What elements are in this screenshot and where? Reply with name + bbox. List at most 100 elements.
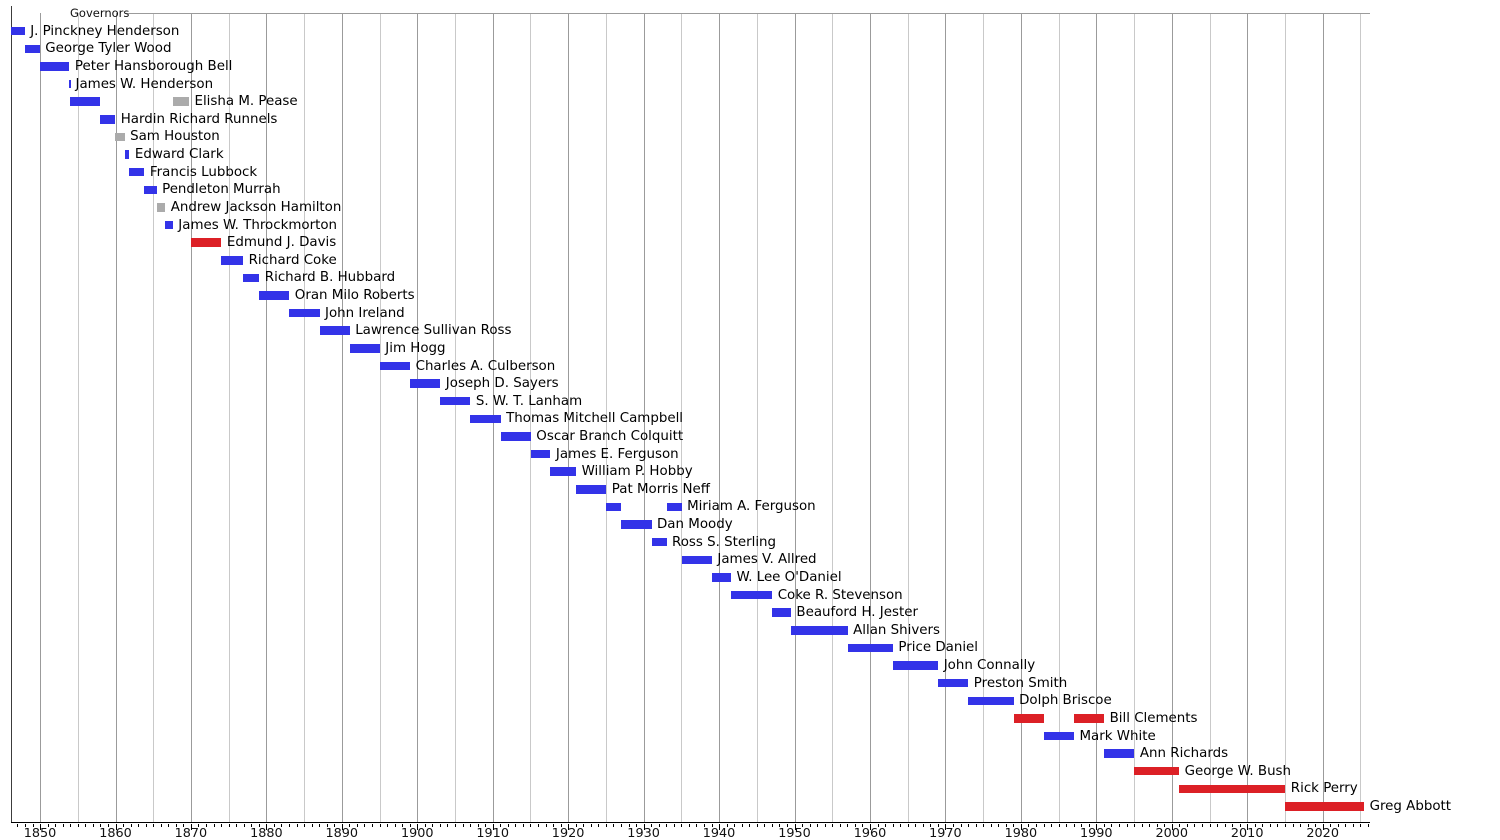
term-bar	[144, 185, 157, 195]
minor-tick-1874	[221, 823, 223, 827]
minor-tick-1972	[960, 823, 962, 827]
x-tick-label-1970: 1970	[929, 826, 962, 840]
minor-tick-2001	[1179, 823, 1181, 827]
governor-label: Ross S. Sterling	[672, 534, 777, 550]
minor-tick-1877	[243, 823, 245, 827]
minor-tick-1967	[922, 823, 924, 827]
x-tick-label-1900: 1900	[401, 826, 434, 840]
minor-tick-1912	[507, 823, 509, 827]
minor-tick-1994	[1126, 823, 1128, 827]
minor-tick-1891	[349, 823, 351, 827]
major-tick-1920	[568, 823, 570, 830]
term-bar	[172, 97, 189, 106]
minor-tick-1887	[319, 823, 321, 827]
x-tick-label-1930: 1930	[627, 826, 660, 840]
gridline-1895	[379, 13, 381, 823]
governor-label: John Ireland	[325, 305, 405, 321]
gridline-1980	[1020, 13, 1022, 823]
minor-tick-1926	[613, 823, 615, 827]
term-bar	[651, 537, 667, 547]
governor-label: Pendleton Murrah	[162, 182, 281, 198]
term-bar	[440, 396, 471, 406]
term-bar	[243, 273, 260, 283]
major-tick-1870	[190, 823, 192, 830]
governor-label: James E. Ferguson	[555, 446, 679, 462]
minor-tick-1962	[885, 823, 886, 827]
governor-label: Allan Shivers	[853, 622, 940, 638]
minor-tick-2014	[1277, 823, 1279, 827]
term-bar	[379, 361, 411, 371]
minor-tick-2024	[1352, 823, 1354, 827]
minor-tick-1948	[779, 823, 781, 827]
term-bar	[576, 485, 607, 494]
gridline-1950	[794, 13, 796, 823]
minor-tick-1953	[817, 823, 819, 827]
gridline-1945	[756, 13, 758, 823]
chart-top-rule	[126, 13, 1370, 14]
governor-label: Andrew Jackson Hamilton	[170, 199, 342, 215]
governor-label: Preston Smith	[973, 675, 1068, 691]
minor-tick-1855	[77, 823, 79, 827]
minor-tick-1924	[598, 823, 600, 827]
governor-label: Beauford H. Jester	[796, 605, 918, 621]
minor-tick-1867	[168, 823, 170, 827]
major-tick-2010	[1247, 823, 1249, 830]
major-tick-1990	[1096, 823, 1098, 830]
minor-tick-1922	[583, 823, 585, 827]
governor-label: W. Lee O'Daniel	[736, 569, 842, 585]
minor-tick-1876	[236, 823, 238, 827]
minor-tick-2023	[1345, 823, 1347, 827]
minor-tick-1979	[1013, 823, 1015, 827]
gridline-1855	[77, 13, 79, 823]
minor-tick-1901	[424, 823, 426, 827]
term-bar	[165, 220, 173, 230]
term-bar	[1074, 714, 1105, 723]
governor-label: Charles A. Culberson	[415, 358, 556, 374]
gridline-1905	[455, 13, 456, 823]
minor-tick-1938	[704, 823, 705, 827]
x-tick-label-2010: 2010	[1230, 826, 1264, 840]
minor-tick-2025	[1360, 823, 1362, 827]
minor-tick-1914	[522, 823, 524, 827]
term-bar	[129, 167, 145, 177]
minor-tick-1992	[1111, 823, 1113, 827]
minor-tick-1854	[70, 823, 72, 827]
term-bar	[968, 696, 1014, 706]
minor-tick-1905	[455, 823, 456, 827]
governor-label: Edmund J. Davis	[226, 235, 337, 251]
minor-tick-1848	[24, 823, 26, 827]
x-tick-label-1960: 1960	[853, 826, 887, 840]
minor-tick-1982	[1035, 823, 1037, 827]
minor-tick-1853	[62, 823, 64, 827]
governor-label: Pat Morris Neff	[611, 481, 710, 497]
x-tick-label-1870: 1870	[174, 826, 208, 840]
minor-tick-1903	[439, 823, 441, 827]
minor-tick-1965	[907, 823, 909, 827]
minor-tick-1879	[258, 823, 260, 827]
term-bar	[1104, 749, 1135, 758]
governor-label: Jim Hogg	[385, 340, 446, 356]
term-bar	[530, 449, 551, 459]
governor-label: James W. Throckmorton	[178, 217, 338, 233]
minor-tick-1964	[900, 823, 902, 827]
term-bar	[289, 308, 320, 318]
gridline-1875	[228, 13, 230, 823]
minor-tick-1863	[138, 823, 140, 827]
minor-tick-1862	[130, 823, 132, 827]
governor-label: Mark White	[1079, 728, 1156, 744]
minor-tick-1883	[289, 823, 290, 827]
major-tick-1880	[266, 823, 268, 830]
minor-tick-1998	[1156, 823, 1158, 827]
governor-label: Ann Richards	[1139, 746, 1229, 762]
minor-tick-1976	[990, 823, 992, 827]
minor-tick-1884	[296, 823, 298, 827]
minor-tick-1971	[952, 823, 954, 827]
minor-tick-1934	[673, 823, 675, 827]
minor-tick-1969	[937, 823, 939, 827]
term-bar	[319, 326, 350, 335]
gridline-1930	[643, 13, 645, 823]
gridline-1870	[190, 13, 192, 823]
minor-tick-1981	[1028, 823, 1030, 827]
minor-tick-1894	[372, 823, 373, 827]
term-bar	[1179, 784, 1286, 794]
